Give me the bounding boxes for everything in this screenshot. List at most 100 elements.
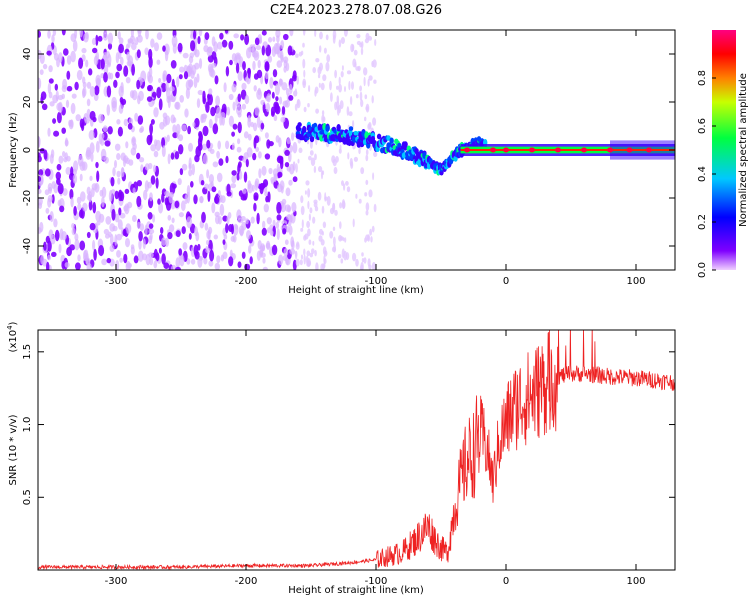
spectrogram-noise-blob — [188, 79, 194, 88]
spectrogram-noise-blob — [288, 179, 293, 186]
spectrogram-faint-blob — [329, 231, 334, 239]
spectrogram-noise-blob — [265, 102, 270, 113]
spectrogram-noise-blob — [140, 126, 145, 133]
spectrogram-noise-blob — [164, 190, 170, 197]
spectrogram-faint-blob — [322, 74, 327, 82]
spectrogram-noise-blob — [70, 166, 74, 177]
spectrogram-noise-blob — [101, 258, 107, 266]
spectrogram-noise-blob — [242, 188, 247, 194]
spectrogram-faint-blob — [368, 75, 373, 81]
spectrogram-noise-blob — [134, 112, 139, 122]
spectrogram-noise-blob — [171, 35, 178, 48]
spectrogram-faint-blob — [295, 163, 298, 173]
spectrogram-noise-blob — [262, 220, 266, 229]
spectrogram-faint-blob — [314, 249, 317, 257]
spectrogram-faint-blob — [325, 61, 330, 72]
spectrogram-noise-blob — [175, 230, 181, 238]
spectrogram-noise-blob — [88, 191, 92, 203]
spectrogram-noise-blob — [201, 143, 208, 151]
spectrogram-signal-blob — [317, 123, 322, 132]
spectrogram-noise-blob — [273, 114, 278, 122]
spectrogram-faint-blob — [372, 172, 375, 181]
spectrogram-faint-blob — [308, 155, 312, 161]
spectrogram-noise-blob — [153, 107, 159, 118]
colorbar-ticks: 0.0 0.2 0.4 0.6 0.8 — [697, 70, 716, 278]
spectrogram-noise-blob — [250, 216, 255, 224]
spectrogram-noise-blob — [236, 209, 242, 220]
spectrogram-noise-blob — [269, 77, 274, 89]
spectrogram-noise-blob — [172, 183, 177, 189]
spectrogram-faint-blob — [352, 120, 355, 129]
spectrogram-faint-blob — [317, 73, 321, 79]
spectrogram-noise-blob — [75, 262, 81, 270]
spectrogram-noise-blob — [276, 214, 282, 221]
spectrogram-faint-blob — [310, 157, 316, 166]
spectrogram-noise-blob — [62, 151, 66, 158]
spectrogram-noise-blob — [57, 94, 64, 101]
spectrogram-faint-blob — [365, 154, 369, 162]
spectrogram-noise-blob — [250, 121, 255, 128]
spectrogram-noise-blob — [266, 217, 272, 225]
spectrogram-peak — [529, 147, 535, 153]
spectrogram-noise-blob — [104, 140, 111, 147]
spectrogram-noise-blob — [72, 39, 78, 52]
spectrogram-noise-blob — [51, 194, 55, 204]
spectrogram-noise-blob — [117, 219, 123, 230]
spectrogram-noise-blob — [212, 161, 219, 168]
spectrogram-noise-blob — [43, 149, 48, 160]
spectrogram-noise-blob — [183, 71, 189, 80]
spectrogram-noise-blob — [51, 34, 55, 44]
spectrogram-faint-blob — [352, 58, 357, 68]
spectrogram-faint-blob — [340, 258, 344, 264]
spectrogram-noise-blob — [45, 207, 50, 214]
spectrogram-noise-blob — [178, 212, 184, 218]
spectrogram-noise-blob — [290, 236, 295, 248]
spectrogram-faint-blob — [320, 263, 325, 270]
spectrogram-faint-blob — [301, 219, 304, 229]
spectrogram-noise-blob — [184, 108, 189, 118]
spectrogram-noise-blob — [237, 121, 242, 134]
spectrogram-noise-blob — [153, 260, 158, 269]
spectrogram-noise-blob — [138, 231, 143, 242]
spectrogram-noise-blob — [39, 53, 45, 64]
spectrogram-noise-blob — [231, 170, 237, 176]
spectrogram-faint-blob — [343, 30, 348, 37]
spectrogram-noise-blob — [80, 191, 86, 202]
spectrogram-faint-blob — [339, 100, 344, 110]
spectrogram-x-tick-label: -200 — [235, 276, 258, 287]
spectrogram-faint-blob — [348, 80, 351, 91]
spectrogram-noise-blob — [178, 74, 183, 80]
spectrogram-noise-blob — [160, 227, 164, 234]
spectrogram-faint-blob — [332, 30, 337, 40]
spectrogram-noise-blob — [54, 229, 60, 242]
spectrogram-noise-blob — [152, 164, 157, 173]
spectrogram-noise-blob — [261, 165, 267, 176]
spectrogram-faint-blob — [305, 255, 309, 265]
spectrogram-faint-blob — [329, 207, 335, 215]
spectrogram-faint-blob — [319, 228, 323, 235]
spectrogram-faint-blob — [359, 91, 363, 102]
spectrogram-faint-blob — [339, 221, 342, 230]
spectrogram-noise-blob — [125, 223, 132, 234]
spectrogram-noise-blob — [188, 169, 193, 177]
spectrogram-noise-blob — [93, 55, 99, 66]
spectrogram-noise-blob — [76, 196, 82, 205]
spectrogram-noise-blob — [268, 167, 273, 175]
spectrogram-noise-blob — [280, 185, 284, 194]
spectrogram-noise-blob — [65, 99, 70, 108]
spectrogram-peak — [581, 147, 587, 153]
snr-yscale-label: (x104) — [6, 321, 19, 352]
spectrogram-noise-blob — [216, 255, 221, 264]
spectrogram-noise-blob — [211, 36, 216, 47]
spectrogram-noise-blob — [170, 114, 176, 124]
spectrogram-noise-blob — [89, 86, 96, 97]
spectrogram-noise-blob — [126, 262, 132, 269]
spectrogram-noise-blob — [214, 262, 220, 270]
spectrogram-noise-blob — [282, 255, 288, 261]
spectrogram-noise-blob — [161, 137, 166, 149]
spectrogram-noise-blob — [102, 32, 108, 41]
spectrogram-noise-blob — [148, 56, 153, 68]
spectrogram-noise-blob — [112, 225, 118, 232]
spectrogram-noise-blob — [193, 244, 199, 257]
spectrogram-noise-blob — [49, 101, 55, 107]
